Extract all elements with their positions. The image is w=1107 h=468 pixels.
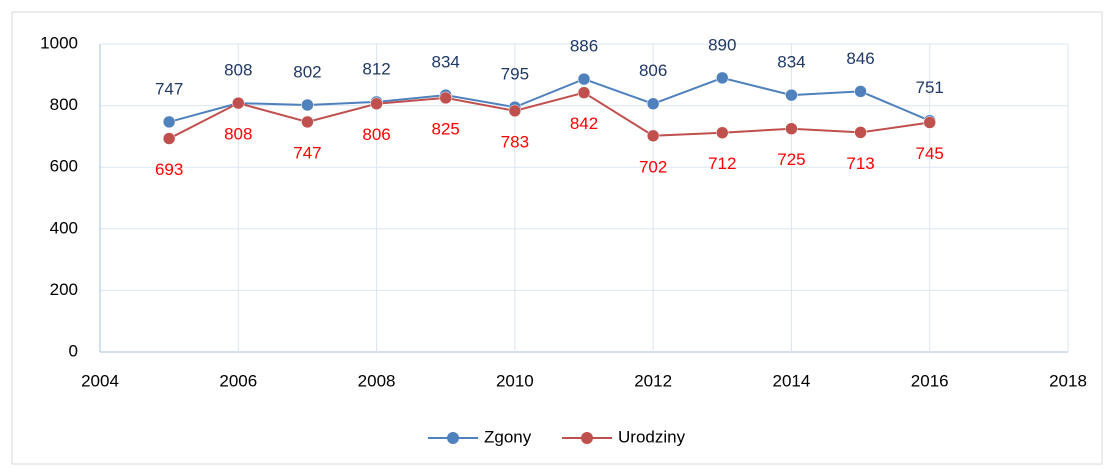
series-line — [168, 76, 931, 123]
y-tick-label: 800 — [50, 95, 78, 114]
point — [232, 96, 245, 110]
x-tick-label: 2008 — [358, 371, 396, 390]
point — [162, 115, 176, 129]
legend-marker — [447, 432, 459, 444]
x-tick-label: 2018 — [1049, 371, 1087, 390]
data-label: 747 — [293, 143, 321, 162]
point — [439, 91, 452, 105]
x-tick-label: 2006 — [219, 371, 257, 390]
point — [854, 126, 867, 139]
data-label: 806 — [362, 125, 390, 144]
data-label: 747 — [155, 79, 183, 98]
data-label: 745 — [916, 144, 944, 163]
data-label: 693 — [155, 160, 183, 179]
data-label: 751 — [916, 78, 944, 97]
point — [577, 86, 591, 99]
point — [785, 88, 798, 102]
data-label: 702 — [639, 157, 667, 176]
point — [301, 98, 314, 112]
point — [162, 132, 176, 145]
data-label: 713 — [846, 154, 874, 173]
point — [785, 122, 798, 135]
data-label: 712 — [708, 154, 736, 173]
data-label: 846 — [846, 49, 874, 68]
data-label: 783 — [501, 132, 529, 151]
data-label: 834 — [432, 53, 460, 72]
point — [646, 129, 660, 143]
point — [508, 104, 522, 118]
x-tick-label: 2014 — [773, 371, 811, 390]
x-tick-label: 2010 — [496, 371, 534, 390]
point — [646, 97, 660, 111]
x-tick-label: 2012 — [634, 371, 672, 390]
data-label: 890 — [708, 35, 736, 54]
data-label: 834 — [777, 53, 805, 72]
x-tick-label: 2004 — [81, 371, 119, 390]
data-label: 808 — [224, 61, 252, 80]
data-label: 825 — [432, 119, 460, 138]
point — [716, 71, 729, 85]
series-line — [168, 91, 930, 140]
legend-marker — [581, 432, 593, 444]
legend-label: Urodziny — [618, 427, 686, 446]
data-label: 806 — [639, 61, 667, 80]
point — [923, 116, 936, 129]
data-label: 808 — [224, 125, 252, 144]
y-tick-label: 400 — [50, 218, 78, 237]
chart-frame — [11, 11, 1103, 465]
data-label: 802 — [293, 62, 321, 81]
legend-label: Zgony — [484, 427, 532, 446]
y-tick-label: 600 — [50, 157, 78, 176]
data-label: 725 — [777, 150, 805, 169]
data-label: 886 — [570, 37, 598, 56]
point — [577, 72, 591, 86]
point — [301, 115, 314, 129]
data-label: 812 — [362, 59, 390, 78]
y-tick-label: 200 — [50, 280, 78, 299]
x-tick-label: 2016 — [911, 371, 949, 390]
point — [370, 97, 383, 111]
point — [716, 126, 729, 139]
y-tick-label: 0 — [69, 341, 78, 360]
data-label: 795 — [501, 65, 529, 84]
point — [854, 85, 867, 98]
data-label: 842 — [570, 114, 598, 133]
y-tick-label: 1000 — [40, 33, 78, 52]
